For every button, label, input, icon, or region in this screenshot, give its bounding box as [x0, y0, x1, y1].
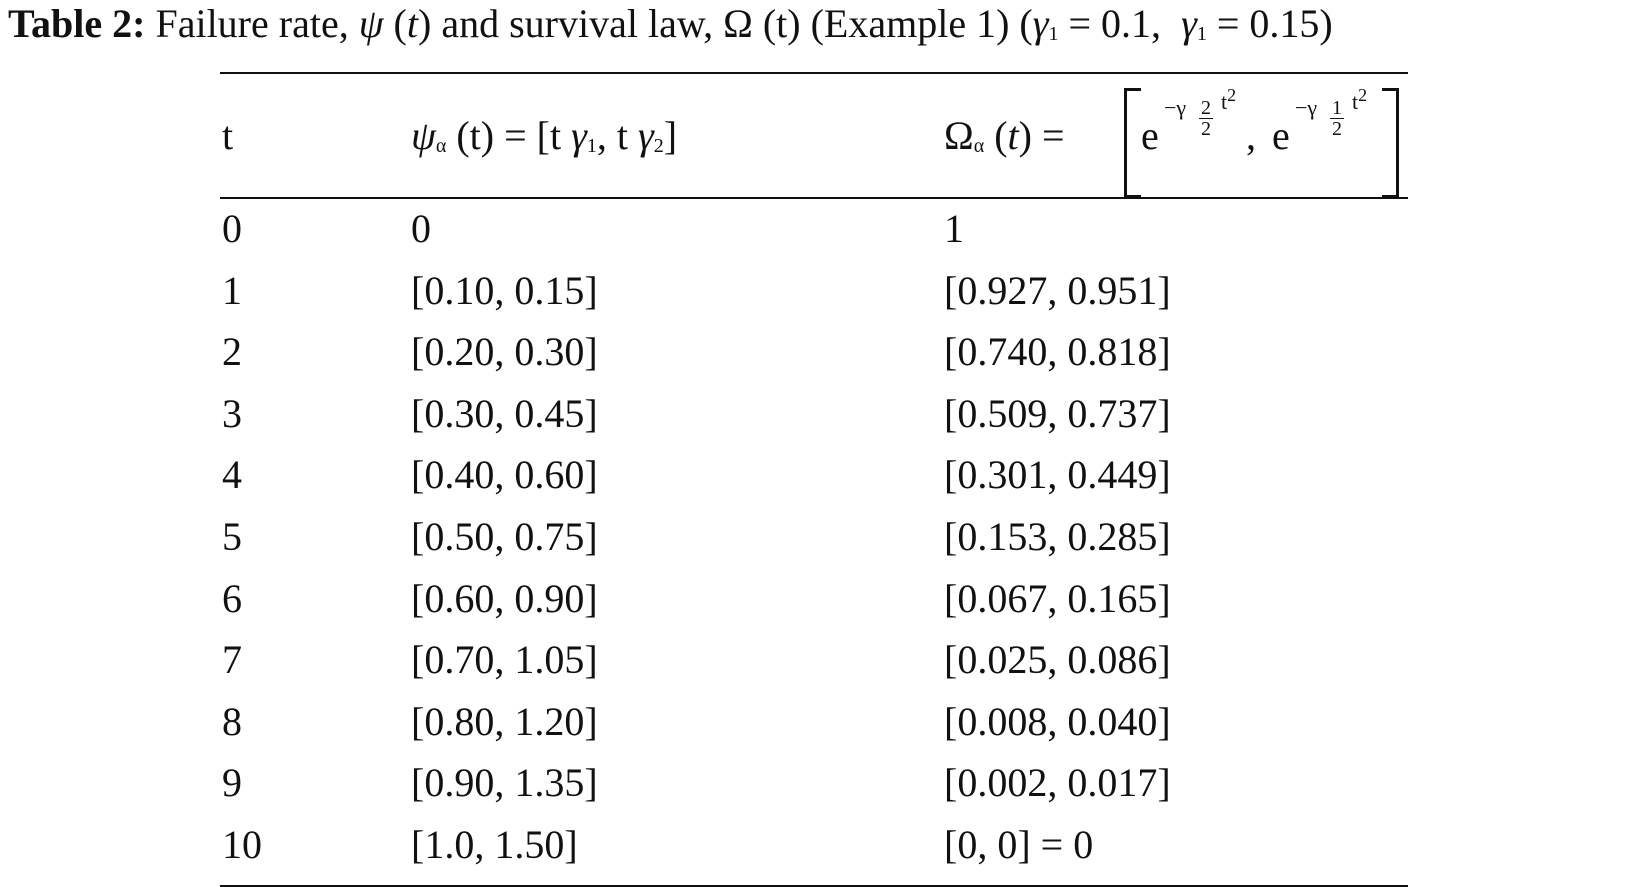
- header-exp-2-t-letter: t: [1352, 89, 1359, 114]
- header-exp-2-fraction: 1 2: [1330, 98, 1344, 139]
- cell-omega: [0.025, 0.086]: [944, 637, 1171, 683]
- header-omega-eq: =: [1042, 113, 1065, 158]
- header-psi-sub: α: [435, 135, 447, 157]
- caption-eq-1: = 0.1,: [1068, 1, 1162, 46]
- cell-psi: [1.0, 1.50]: [411, 821, 578, 867]
- cell-t: 0: [222, 206, 242, 251]
- cell-t: 5: [222, 513, 242, 559]
- cell-psi: 0: [411, 206, 431, 251]
- table-row: 8 [0.80, 1.20] [0.008, 0.040]: [0, 698, 1629, 760]
- table-row: 10 [1.0, 1.50] [0, 0] = 0: [0, 821, 1629, 883]
- header-exp-2-den: 2: [1332, 118, 1342, 140]
- header-psi-end: ]: [663, 113, 678, 158]
- caption-gamma-1: γ: [1032, 1, 1049, 46]
- table-row: 9 [0.90, 1.35] [0.002, 0.017]: [0, 759, 1629, 821]
- cell-omega: [0.740, 0.818]: [944, 329, 1171, 375]
- cell-omega: [0.067, 0.165]: [944, 575, 1171, 621]
- header-exp-base-2: e: [1272, 113, 1290, 158]
- cell-omega: [0.301, 0.449]: [944, 452, 1171, 498]
- header-psi-mid: , t: [596, 113, 638, 158]
- cell-psi: [0.90, 1.35]: [411, 760, 598, 806]
- cell-omega: [0.927, 0.951]: [944, 267, 1171, 313]
- header-exp-2-square: 2: [1358, 85, 1368, 105]
- cell-omega: [0.153, 0.285]: [944, 513, 1171, 559]
- header-exp-2-num: 1: [1332, 97, 1342, 119]
- header-comma: ,: [1246, 113, 1256, 158]
- cell-t: 7: [222, 637, 242, 683]
- cell-psi: [0.70, 1.05]: [411, 637, 598, 683]
- caption-eq-2: = 0.15): [1216, 1, 1333, 46]
- cell-t: 4: [222, 452, 242, 498]
- cell-t: 9: [222, 760, 242, 806]
- cell-omega: 1: [944, 206, 964, 251]
- cell-omega: [0.008, 0.040]: [944, 698, 1171, 744]
- header-right-bracket: [1382, 88, 1399, 198]
- table-row: 2 [0.20, 0.30] [0.740, 0.818]: [0, 328, 1629, 390]
- header-exp-1-fraction: 2 2: [1199, 98, 1213, 139]
- caption-t-italic: t: [406, 1, 418, 46]
- header-psi-rest: (t) = [t: [456, 113, 572, 158]
- table-row: 3 [0.30, 0.45] [0.509, 0.737]: [0, 390, 1629, 452]
- caption-gamma-1-sub: 1: [1048, 23, 1059, 45]
- table-caption: Table 2: Failure rate, ψ (t) and surviva…: [8, 1, 1333, 46]
- caption-text-b: and survival law,: [441, 1, 714, 46]
- caption-gamma-2-sub: 1: [1196, 23, 1207, 45]
- caption-label: Table 2:: [8, 1, 146, 46]
- cell-psi: [0.30, 0.45]: [411, 390, 598, 436]
- header-exp-1-square: 2: [1227, 85, 1237, 105]
- header-left-bracket: [1124, 88, 1141, 198]
- header-exp-1-den: 2: [1201, 118, 1211, 140]
- caption-gamma-2: γ: [1181, 1, 1197, 46]
- header-exp-2-t: t2: [1352, 85, 1367, 115]
- cell-t: 8: [222, 698, 242, 744]
- cell-omega: [0.002, 0.017]: [944, 760, 1171, 806]
- header-psi-gamma-1: γ: [571, 113, 587, 158]
- header-exp-1-gamma: −γ: [1164, 95, 1187, 120]
- header-exp-2-gamma: −γ: [1295, 95, 1318, 120]
- table-row: 0 0 1: [0, 205, 1629, 267]
- cell-psi: [0.60, 0.90]: [411, 575, 598, 621]
- caption-psi-symbol: ψ: [358, 1, 384, 46]
- cell-t: 2: [222, 329, 242, 375]
- table-row: 5 [0.50, 0.75] [0.153, 0.285]: [0, 513, 1629, 575]
- cell-t: 10: [222, 821, 262, 867]
- cell-t: 3: [222, 390, 242, 436]
- cell-t: 6: [222, 575, 242, 621]
- header-omega-sub: α: [973, 135, 985, 157]
- caption-text-c: (t) (Example 1) (: [762, 1, 1033, 46]
- caption-text-a: Failure rate,: [155, 1, 349, 46]
- table-row: 1 [0.10, 0.15] [0.927, 0.951]: [0, 267, 1629, 329]
- cell-omega: [0, 0] = 0: [944, 821, 1094, 867]
- bottom-rule: [220, 885, 1408, 887]
- header-omega-t: t: [1007, 113, 1019, 158]
- header-omega-formula: Ωα (t) =: [944, 113, 1065, 158]
- cell-psi: [0.80, 1.20]: [411, 698, 598, 744]
- caption-omega-symbol: Ω: [723, 1, 753, 46]
- cell-psi: [0.10, 0.15]: [411, 267, 598, 313]
- header-exp-1-t-letter: t: [1221, 89, 1228, 114]
- header-psi-gamma-2: γ: [637, 113, 654, 158]
- cell-omega: [0.509, 0.737]: [944, 390, 1171, 436]
- header-psi-gamma-1-sub: 1: [586, 135, 597, 157]
- table-row: 6 [0.60, 0.90] [0.067, 0.165]: [0, 575, 1629, 637]
- table-row: 7 [0.70, 1.05] [0.025, 0.086]: [0, 636, 1629, 698]
- header-psi-formula: ψα (t) = [t γ1, t γ2]: [411, 112, 677, 170]
- header-t: t: [222, 113, 234, 158]
- header-exp-1-t: t2: [1221, 85, 1236, 115]
- header-exp-1-fraction-bar: [1199, 118, 1213, 119]
- cell-psi: [0.20, 0.30]: [411, 329, 598, 375]
- table-body: 0 0 1 1 [0.10, 0.15] [0.927, 0.951] 2 [0.20, …: [0, 205, 1629, 883]
- header-rule: [220, 197, 1408, 199]
- top-rule: [220, 72, 1408, 74]
- header-exp-base-1: e: [1141, 113, 1159, 158]
- header-exp-2-fraction-bar: [1330, 118, 1344, 119]
- table-row: 4 [0.40, 0.60] [0.301, 0.449]: [0, 451, 1629, 513]
- header-psi-gamma-2-sub: 2: [653, 135, 664, 157]
- cell-psi: [0.50, 0.75]: [411, 513, 598, 559]
- cell-psi: [0.40, 0.60]: [411, 452, 598, 498]
- header-psi-symbol: ψ: [411, 113, 436, 158]
- header-omega-symbol: Ω: [944, 113, 974, 158]
- header-exp-1-num: 2: [1201, 97, 1211, 119]
- cell-t: 1: [222, 267, 242, 313]
